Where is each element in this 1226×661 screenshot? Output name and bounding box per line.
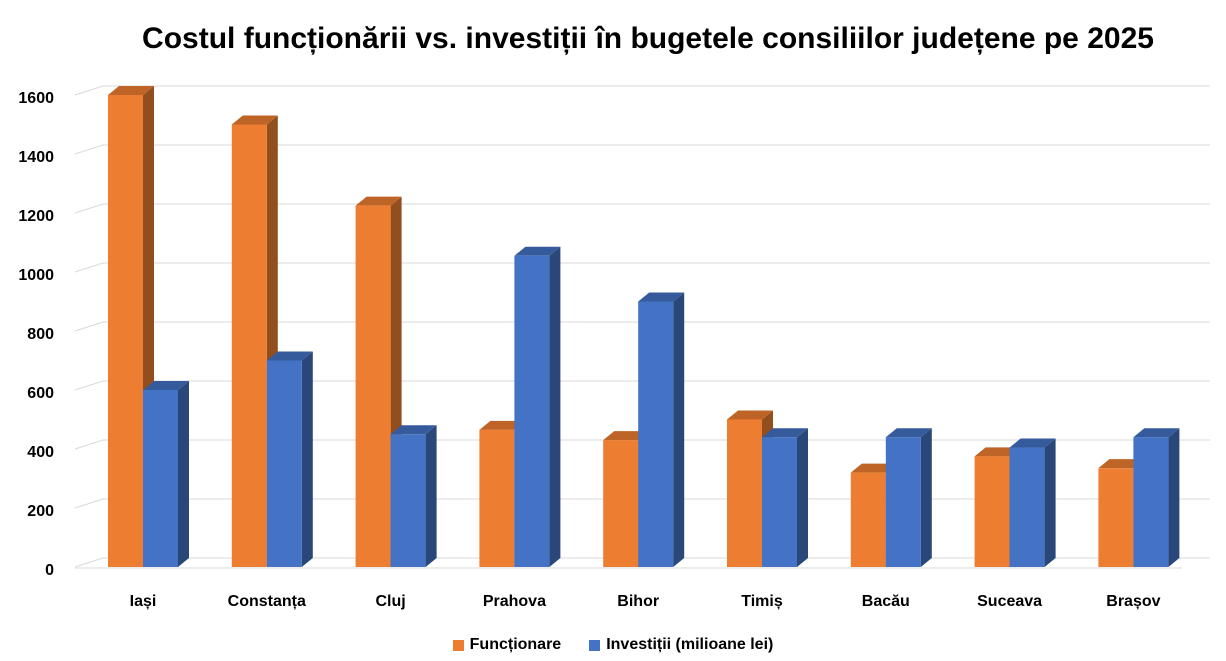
bar-investitii[interactable]: [762, 428, 808, 567]
grid-lines: [74, 85, 1210, 569]
bar-front: [266, 360, 302, 567]
bar-front: [762, 437, 797, 567]
legend-item-investitii[interactable]: Investiții (milioane lei): [589, 636, 773, 654]
y-tick-label: 1400: [18, 149, 54, 166]
y-tick-label: 1000: [18, 267, 54, 284]
bar-side: [673, 292, 685, 567]
bar-side: [797, 428, 808, 567]
x-tick-label: Suceava: [977, 593, 1042, 610]
bar-top: [266, 351, 313, 361]
y-tick-label: 400: [27, 444, 54, 461]
legend-label: Investiții (milioane lei): [606, 636, 774, 653]
x-tick-label: Constanța: [228, 593, 306, 610]
bar-investitii[interactable]: [390, 425, 437, 567]
y-tick-label: 1200: [18, 208, 54, 225]
bar-front: [1009, 447, 1045, 567]
bar-front: [1133, 437, 1169, 567]
bar-front: [638, 301, 674, 567]
y-tick-label: 800: [27, 326, 54, 343]
bar-top: [390, 425, 437, 435]
grid-line: [74, 439, 1210, 450]
legend: Funcționare Investiții (milioane lei): [0, 636, 1226, 654]
bar-front: [108, 95, 143, 567]
bar-front: [727, 419, 762, 567]
x-tick-label: Timiș: [741, 593, 783, 610]
bar-side: [178, 381, 189, 567]
bar-front: [974, 456, 1010, 567]
bar-front: [355, 205, 391, 567]
bar-investitii[interactable]: [638, 292, 685, 568]
bar-top: [143, 381, 189, 390]
y-tick-label: 600: [27, 385, 54, 402]
x-tick-label: Bacău: [862, 593, 910, 610]
bar-side: [425, 425, 437, 567]
x-tick-label: Cluj: [375, 593, 405, 610]
bar-front: [479, 429, 515, 567]
bar-front: [885, 437, 921, 567]
bar-side: [1168, 428, 1180, 567]
bar-top: [1133, 428, 1180, 438]
bar-investitii[interactable]: [1009, 438, 1056, 567]
legend-label: Funcționare: [469, 636, 562, 653]
grid-line: [74, 498, 1210, 509]
bar-front: [143, 390, 178, 567]
x-tick-label: Bihor: [617, 593, 659, 610]
bar-top: [479, 420, 526, 430]
bar-top: [603, 431, 650, 441]
grid-line: [74, 557, 1210, 568]
bar-side: [1044, 438, 1056, 567]
bar-front: [231, 124, 267, 567]
x-tick-label: Brașov: [1106, 593, 1160, 610]
bar-functionare[interactable]: [231, 115, 278, 568]
bar-top: [231, 115, 278, 125]
bar-side: [301, 351, 313, 567]
bar-side: [920, 428, 932, 567]
bar-top: [514, 246, 561, 256]
bar-investitii[interactable]: [266, 351, 313, 568]
grid-line: [74, 85, 1210, 96]
bar-investitii[interactable]: [885, 428, 932, 567]
bar-investitii[interactable]: [514, 246, 561, 567]
y-tick-label: 200: [27, 503, 54, 520]
bar-front: [1098, 468, 1134, 567]
bar-top: [885, 428, 932, 438]
bars: [108, 86, 1180, 568]
bar-top: [850, 463, 897, 473]
bar-top: [108, 86, 154, 95]
bar-top: [638, 292, 685, 302]
bar-front: [390, 434, 426, 567]
grid-line: [74, 144, 1210, 155]
grid-line: [74, 321, 1210, 332]
chart-title: Costul funcționării vs. investiții în bu…: [142, 22, 1154, 55]
bar-top: [1009, 438, 1056, 448]
grid-line: [74, 262, 1210, 273]
bar-side: [549, 246, 561, 567]
x-axis-ticks: Iași Constanța Cluj Prahova Bihor Timiș Bacău S…: [130, 593, 1161, 610]
legend-swatch: [589, 639, 601, 651]
legend-item-functionare[interactable]: Funcționare: [452, 636, 562, 654]
y-axis-ticks: 0 200 400 600 800 1000 1200 1400 1600: [18, 90, 54, 579]
bar-top: [355, 196, 402, 206]
bar-front: [603, 440, 639, 567]
grid-line: [74, 380, 1210, 391]
x-tick-label: Prahova: [483, 593, 546, 610]
bar-top: [727, 410, 773, 420]
grid-line: [74, 203, 1210, 214]
bar-front: [850, 472, 886, 567]
bar-investitii[interactable]: [1133, 428, 1180, 567]
y-tick-label: 0: [45, 562, 54, 579]
legend-swatch: [452, 639, 464, 651]
bar-top: [1098, 459, 1145, 469]
bar-front: [514, 255, 550, 567]
y-tick-label: 1600: [18, 90, 54, 107]
bar-investitii[interactable]: [143, 381, 189, 567]
bar-top: [762, 428, 808, 438]
bar-top: [974, 447, 1021, 457]
x-tick-label: Iași: [130, 593, 157, 610]
bar-functionare[interactable]: [108, 86, 154, 567]
